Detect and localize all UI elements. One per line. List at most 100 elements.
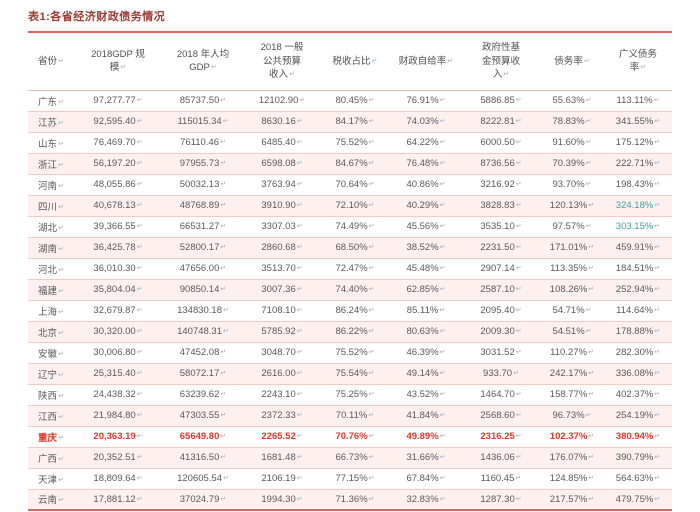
value-cell-tax_share: 75.25%↵ <box>335 389 375 400</box>
paragraph-mark-icon: ↵ <box>439 286 446 293</box>
paragraph-mark-icon: ↵ <box>588 391 595 398</box>
paragraph-mark-icon: ↵ <box>220 454 227 461</box>
value-cell-public_budget_revenue_2018: 1681.48↵ <box>261 452 303 463</box>
value-cell-gdp_per_capita_2018: 47303.55↵ <box>179 410 227 421</box>
paragraph-mark-icon: ↵ <box>588 244 595 251</box>
paragraph-mark-icon: ↵ <box>296 223 303 230</box>
value-cell-gdp_per_capita_2018: 50032.13↵ <box>179 179 227 190</box>
value-cell-fiscal_self_sufficiency: 67.84%↵ <box>406 473 446 484</box>
value-cell-debt_ratio: 54.71%↵ <box>552 305 592 316</box>
paragraph-mark-icon: ↵ <box>58 203 64 211</box>
header-line: 率↵ <box>629 62 647 74</box>
header-line: 政府性基 <box>481 42 520 53</box>
header-line: 2018 年人均 <box>176 48 230 60</box>
paragraph-mark-icon: ↵ <box>296 433 303 440</box>
paragraph-mark-icon: ↵ <box>296 265 303 272</box>
paragraph-mark-icon: ↵ <box>515 265 522 272</box>
paragraph-mark-icon: ↵ <box>439 475 446 482</box>
value-cell-tax_share: 84.67%↵ <box>335 158 375 169</box>
value-cell-public_budget_revenue_2018: 3910.90↵ <box>261 200 303 211</box>
paragraph-mark-icon: ↵ <box>654 139 661 146</box>
value-cell-gdp_per_capita_2018: 66531.27↵ <box>179 221 227 232</box>
table-row-北京: 北京↵ 30,320.00↵ 140748.31↵ 5785.92↵ 86.22%↵ 80… <box>28 321 672 342</box>
value-cell-gov_fund_budget_revenue: 3216.92↵ <box>480 179 522 190</box>
paragraph-mark-icon: ↵ <box>515 97 522 104</box>
paragraph-mark-icon: ↵ <box>296 307 303 314</box>
value-cell-gdp_per_capita_2018: 41316.50↵ <box>179 452 227 463</box>
value-cell-broad_debt_ratio: 222.71%↵ <box>615 158 661 169</box>
paragraph-mark-icon: ↵ <box>588 202 595 209</box>
value-cell-gov_fund_budget_revenue: 2316.25↵ <box>480 431 522 442</box>
value-cell-gov_fund_budget_revenue: 1160.45↵ <box>480 473 522 484</box>
column-header-broad_debt_ratio: 广义债务 率↵ <box>604 32 672 90</box>
value-cell-gdp_per_capita_2018: 90850.14↵ <box>179 284 227 295</box>
table-row-安徽: 安徽↵ 30,006.80↵ 47452.08↵ 3048.70↵ 75.52%↵ 46.… <box>28 342 672 363</box>
table-row-辽宁: 辽宁↵ 25,315.40↵ 58072.17↵ 2616.00↵ 75.54%↵ 49.… <box>28 363 672 384</box>
column-header-tax_share: 税收占比↵ <box>320 32 390 90</box>
paragraph-mark-icon: ↵ <box>296 202 303 209</box>
paragraph-mark-icon: ↵ <box>654 118 661 125</box>
value-cell-gdp_2018: 32,679.87↵ <box>93 305 143 316</box>
paragraph-mark-icon: ↵ <box>585 307 592 314</box>
value-cell-gdp_per_capita_2018: 120605.54↵ <box>177 473 229 484</box>
paragraph-mark-icon: ↵ <box>654 412 661 419</box>
value-cell-gdp_2018: 30,320.00↵ <box>93 326 143 337</box>
table-row-浙江: 浙江↵ 56,197.20↵ 97955.73↵ 6598.08↵ 84.67%↵ 76.… <box>28 153 672 174</box>
province-cell: 重庆↵ <box>38 432 64 444</box>
value-cell-broad_debt_ratio: 114.64%↵ <box>616 305 660 316</box>
paragraph-mark-icon: ↵ <box>654 160 661 167</box>
paragraph-mark-icon: ↵ <box>654 223 661 230</box>
value-cell-gov_fund_budget_revenue: 2907.14↵ <box>480 263 522 274</box>
value-cell-public_budget_revenue_2018: 8630.16↵ <box>261 116 303 127</box>
paragraph-mark-icon: ↵ <box>585 160 592 167</box>
value-cell-tax_share: 75.52%↵ <box>335 137 375 148</box>
value-cell-gdp_2018: 76,469.70↵ <box>93 137 143 148</box>
header-line: 税收占比↵ <box>332 55 378 67</box>
paragraph-mark-icon: ↵ <box>439 160 446 167</box>
paragraph-mark-icon: ↵ <box>654 454 661 461</box>
province-cell: 江西↵ <box>38 411 64 423</box>
paragraph-mark-icon: ↵ <box>296 244 303 251</box>
province-cell: 云南↵ <box>38 495 64 507</box>
value-cell-fiscal_self_sufficiency: 49.14%↵ <box>406 368 446 379</box>
table-header: 省份↵ 2018GDP 规模↵ 2018 年人均 GDP↵ 2018 一般 公共预算 收入↵… <box>28 32 672 90</box>
value-cell-broad_debt_ratio: 324.18%↵ <box>615 200 661 211</box>
table-row-陕西: 陕西↵ 24,438.32↵ 63239.62↵ 2243.10↵ 75.25%↵ 43.… <box>28 384 672 405</box>
paragraph-mark-icon: ↵ <box>296 454 303 461</box>
paragraph-mark-icon: ↵ <box>585 97 592 104</box>
paragraph-mark-icon: ↵ <box>439 495 446 503</box>
header-line: 入↵ <box>492 69 510 80</box>
paragraph-mark-icon: ↵ <box>136 454 143 461</box>
value-cell-debt_ratio: 242.17%↵ <box>549 368 595 379</box>
value-cell-gdp_2018: 56,197.20↵ <box>93 158 143 169</box>
value-cell-debt_ratio: 93.70%↵ <box>552 179 592 190</box>
province-cell: 河北↵ <box>38 264 64 276</box>
value-cell-gdp_2018: 18,809.64↵ <box>93 473 143 484</box>
column-header-province: 省份↵ <box>28 32 74 90</box>
paragraph-mark-icon: ↵ <box>58 266 64 274</box>
value-cell-gdp_2018: 92,595.40↵ <box>93 116 143 127</box>
paragraph-mark-icon: ↵ <box>368 391 375 398</box>
value-cell-tax_share: 74.49%↵ <box>335 221 375 232</box>
column-header-gdp_per_capita_2018: 2018 年人均 GDP↵ <box>162 32 244 90</box>
value-cell-gdp_2018: 30,006.80↵ <box>93 347 143 358</box>
value-cell-tax_share: 68.50%↵ <box>335 242 375 253</box>
paragraph-mark-icon: ↵ <box>447 57 454 65</box>
header-line: 财政自给率↵ <box>398 55 454 67</box>
value-cell-gdp_2018: 35,804.04↵ <box>93 284 143 295</box>
header-line: 省份↵ <box>38 55 64 67</box>
value-cell-gdp_2018: 40,678.13↵ <box>93 200 143 211</box>
value-cell-public_budget_revenue_2018: 3513.70↵ <box>261 263 303 274</box>
paragraph-mark-icon: ↵ <box>296 328 303 335</box>
value-cell-tax_share: 74.40%↵ <box>335 284 375 295</box>
value-cell-debt_ratio: 113.35%↵ <box>550 263 594 274</box>
value-cell-public_budget_revenue_2018: 3048.70↵ <box>261 347 303 358</box>
paragraph-mark-icon: ↵ <box>515 349 522 356</box>
paragraph-mark-icon: ↵ <box>136 118 143 125</box>
paragraph-mark-icon: ↵ <box>653 97 660 104</box>
paragraph-mark-icon: ↵ <box>515 391 522 398</box>
value-cell-gov_fund_budget_revenue: 2587.10↵ <box>480 284 522 295</box>
value-cell-gov_fund_budget_revenue: 1464.70↵ <box>480 389 522 400</box>
paragraph-mark-icon: ↵ <box>136 97 143 104</box>
value-cell-fiscal_self_sufficiency: 40.86%↵ <box>406 179 446 190</box>
